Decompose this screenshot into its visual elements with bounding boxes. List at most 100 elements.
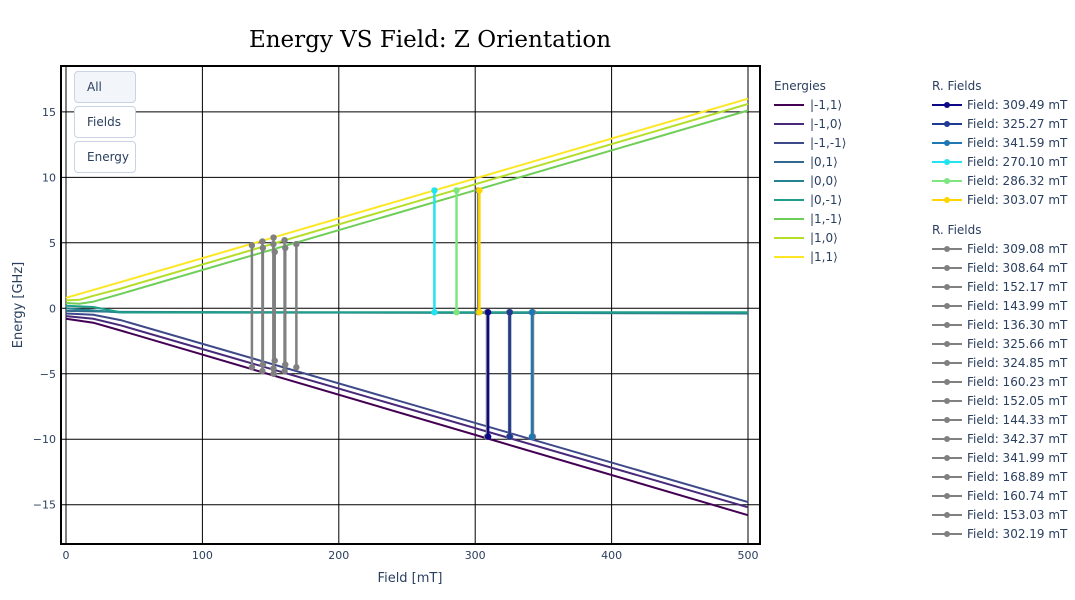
plot-layer — [65, 97, 749, 517]
resonance-point — [476, 187, 483, 194]
chart-title: Energy VS Field: Z Orientation — [249, 27, 611, 53]
energies-legend-title: Energies — [774, 79, 826, 93]
resonance-point — [259, 244, 267, 252]
resonance-point — [248, 242, 256, 249]
legend-label: Field: 325.66 mT — [967, 337, 1068, 351]
resonance-point — [259, 238, 266, 245]
fields-button[interactable]: Fields — [74, 106, 136, 138]
legend-marker — [944, 379, 950, 385]
legend-label: |1,-1⟩ — [810, 212, 842, 226]
energy-line — [65, 312, 749, 504]
legend-label: Field: 160.23 mT — [967, 375, 1068, 389]
y-tick-label: 10 — [42, 171, 56, 184]
resonance-point — [282, 244, 289, 252]
resonance-point — [453, 187, 460, 194]
resonance-point — [270, 365, 277, 372]
legend-marker — [944, 197, 950, 203]
resonance-point — [528, 433, 536, 440]
energy-button[interactable]: Energy — [74, 141, 136, 173]
legend-label: Field: 324.85 mT — [967, 356, 1068, 370]
energy-line — [65, 304, 748, 314]
legend-marker — [944, 398, 950, 404]
y-tick-label: 0 — [49, 302, 56, 315]
legend-marker — [944, 303, 950, 309]
legend-label: Field: 160.74 mT — [967, 489, 1068, 503]
x-tick-label: 400 — [601, 549, 622, 562]
legend-label: Field: 270.10 mT — [967, 155, 1068, 169]
legend-label: Field: 144.33 mT — [967, 413, 1068, 427]
legend-marker — [944, 284, 950, 290]
legend-label: Field: 309.08 mT — [967, 242, 1068, 256]
legend-label: Field: 342.37 mT — [967, 432, 1068, 446]
resonance-point — [248, 364, 256, 371]
legend-marker — [944, 360, 950, 366]
legend-marker — [944, 246, 950, 252]
legend-label: Field: 308.64 mT — [967, 261, 1068, 275]
resonance-point — [259, 361, 267, 368]
legend-marker — [944, 178, 950, 184]
legend-label: Field: 153.03 mT — [967, 508, 1068, 522]
plot-frame — [60, 65, 761, 545]
all-button[interactable]: All — [74, 71, 136, 103]
resonance-point — [271, 248, 278, 256]
x-tick-label: 300 — [465, 549, 486, 562]
legend-label: Field: 152.17 mT — [967, 280, 1068, 294]
resonance-point — [453, 309, 460, 316]
resonance-point — [431, 309, 438, 316]
legend-label: |0,0⟩ — [810, 174, 838, 188]
resonance-point — [281, 236, 288, 244]
resonance-point — [431, 187, 438, 194]
legend-marker — [944, 531, 950, 537]
resonance-point — [528, 309, 536, 316]
legend-marker — [944, 512, 950, 518]
legend-label: |1,1⟩ — [810, 250, 838, 264]
legend-label: Field: 168.89 mT — [967, 470, 1068, 484]
legend-marker — [944, 121, 950, 127]
legend-marker — [944, 436, 950, 442]
legend-marker — [944, 417, 950, 423]
resonance-point — [281, 367, 288, 375]
x-axis-label: Field [mT] — [378, 571, 443, 586]
y-tick-label: 15 — [42, 106, 56, 119]
legend-label: |1,0⟩ — [810, 231, 838, 245]
legend-label: Field: 152.05 mT — [967, 394, 1068, 408]
resonance-point — [476, 309, 483, 316]
legend-label: Field: 341.99 mT — [967, 451, 1068, 465]
legend-label: |-1,-1⟩ — [810, 136, 846, 150]
energy-line — [65, 315, 749, 509]
y-tick-label: −5 — [40, 368, 56, 381]
legend-marker — [944, 159, 950, 165]
legend-marker — [944, 474, 950, 480]
resonance-point — [506, 309, 513, 316]
resonance-point — [270, 234, 277, 241]
resonance-point — [506, 433, 513, 440]
resonance-point — [293, 240, 300, 248]
legend-label: Field: 143.99 mT — [967, 299, 1068, 313]
legend-marker — [944, 341, 950, 347]
legend-marker — [944, 455, 950, 461]
legend-marker — [944, 322, 950, 328]
legend-label: Field: 341.59 mT — [967, 136, 1068, 150]
rfields-legend-title: R. Fields — [932, 223, 982, 237]
legend-label: Field: 325.27 mT — [967, 117, 1068, 131]
resonance-point — [293, 364, 300, 371]
energy-line — [65, 317, 749, 517]
resonance-point — [259, 367, 266, 375]
resonance-point — [484, 309, 492, 316]
legend-marker — [944, 493, 950, 499]
legend-marker — [944, 140, 950, 146]
x-tick-label: 100 — [192, 549, 213, 562]
legend-label: Field: 136.30 mT — [967, 318, 1068, 332]
legend-label: Field: 302.19 mT — [967, 527, 1068, 541]
energy-line — [65, 103, 749, 302]
energy-line — [65, 97, 749, 299]
legend-label: |0,1⟩ — [810, 155, 838, 169]
legend-label: |-1,0⟩ — [810, 117, 842, 131]
y-tick-label: −10 — [33, 433, 56, 446]
resonance-point — [270, 370, 277, 377]
resonance-point — [282, 361, 289, 368]
legend-label: |-1,1⟩ — [810, 98, 842, 112]
legend-label: Field: 303.07 mT — [967, 193, 1068, 207]
energy-line — [65, 109, 749, 305]
